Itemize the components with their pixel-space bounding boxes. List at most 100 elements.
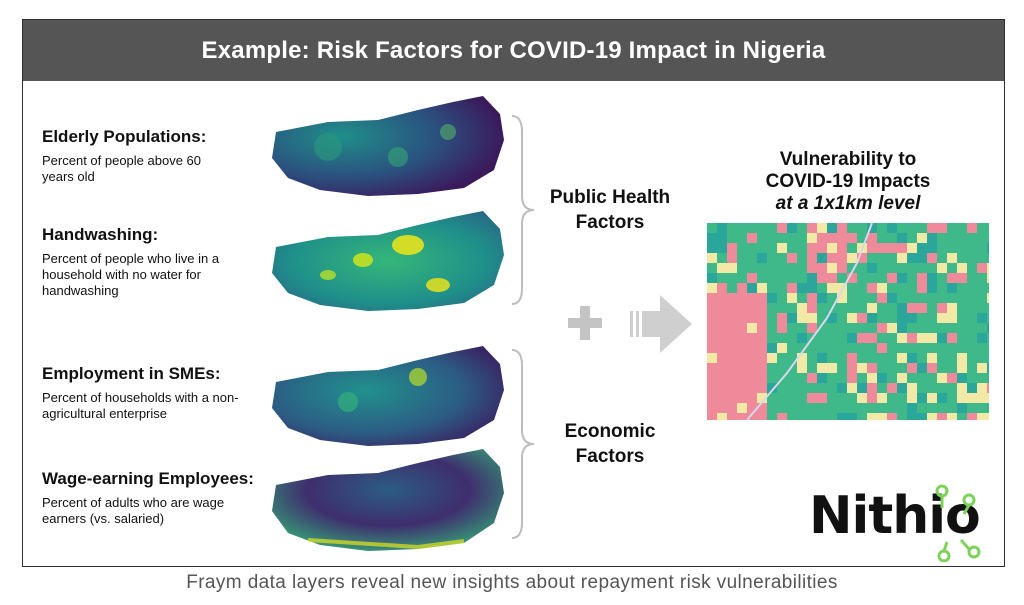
- grid-cell: [797, 263, 807, 273]
- grid-cell: [777, 333, 787, 343]
- grid-cell: [807, 233, 817, 243]
- grid-cell: [967, 293, 977, 303]
- grid-cell: [707, 393, 717, 403]
- grid-cell: [707, 293, 717, 303]
- grid-cell: [947, 263, 957, 273]
- grid-cell: [817, 273, 827, 283]
- grid-cell: [757, 353, 767, 363]
- grid-cell: [967, 223, 977, 233]
- grid-cell: [857, 293, 867, 303]
- grid-cell: [767, 333, 777, 343]
- grid-cell: [927, 313, 937, 323]
- grid-cell: [757, 323, 767, 333]
- grid-cell: [757, 373, 767, 383]
- grid-cell: [737, 413, 747, 420]
- grid-cell: [847, 343, 857, 353]
- grid-cell: [917, 353, 927, 363]
- grid-cell: [777, 303, 787, 313]
- grid-cell: [947, 233, 957, 243]
- grid-cell: [717, 363, 727, 373]
- grid-cell: [957, 253, 967, 263]
- grid-cell: [917, 343, 927, 353]
- grid-cell: [717, 343, 727, 353]
- grid-cell: [907, 273, 917, 283]
- grid-cell: [797, 333, 807, 343]
- grid-cell: [707, 263, 717, 273]
- grid-cell: [947, 343, 957, 353]
- grid-cell: [827, 323, 837, 333]
- grid-cell: [757, 273, 767, 283]
- grid-cell: [897, 383, 907, 393]
- grid-cell: [867, 223, 877, 233]
- grid-cell: [757, 303, 767, 313]
- grid-cell: [917, 403, 927, 413]
- grid-cell: [717, 333, 727, 343]
- grid-cell: [867, 343, 877, 353]
- grid-cell: [907, 313, 917, 323]
- grid-cell: [987, 293, 989, 303]
- grid-cell: [857, 413, 867, 420]
- grid-cell: [937, 363, 947, 373]
- grid-cell: [987, 263, 989, 273]
- grid-cell: [727, 223, 737, 233]
- grid-cell: [847, 413, 857, 420]
- grid-cell: [907, 373, 917, 383]
- grid-cell: [817, 233, 827, 243]
- vulnerability-grid-map: [707, 223, 989, 420]
- grid-cell: [827, 233, 837, 243]
- grid-cell: [777, 223, 787, 233]
- grid-cell: [957, 233, 967, 243]
- grid-cell: [967, 273, 977, 283]
- grid-cell: [707, 373, 717, 383]
- grid-cell: [907, 333, 917, 343]
- grid-cell: [927, 303, 937, 313]
- grid-cell: [877, 373, 887, 383]
- grid-cell: [987, 373, 989, 383]
- grid-cell: [897, 303, 907, 313]
- grid-cell: [807, 293, 817, 303]
- grid-cell: [947, 293, 957, 303]
- grid-cell: [867, 413, 877, 420]
- grid-cell: [897, 333, 907, 343]
- grid-cell: [887, 233, 897, 243]
- grid-cell: [817, 223, 827, 233]
- grid-cell: [817, 343, 827, 353]
- grid-cell: [957, 353, 967, 363]
- grid-cell: [767, 293, 777, 303]
- grid-cell: [897, 323, 907, 333]
- grid-cell: [747, 353, 757, 363]
- grid-cell: [787, 313, 797, 323]
- grid-cell: [717, 273, 727, 283]
- grid-cell: [927, 323, 937, 333]
- vuln-line: COVID-19 Impacts: [765, 171, 931, 192]
- grid-cell: [737, 403, 747, 413]
- grid-cell: [767, 313, 777, 323]
- grid-cell: [967, 233, 977, 243]
- grid-cell: [837, 273, 847, 283]
- grid-cell: [797, 323, 807, 333]
- grid-cell: [887, 373, 897, 383]
- grid-cell: [937, 253, 947, 263]
- grid-cell: [747, 403, 757, 413]
- grid-cell: [707, 233, 717, 243]
- vulnerability-title: Vulnerability to COVID-19 Impacts at a 1…: [713, 149, 983, 215]
- grid-cell: [757, 363, 767, 373]
- grid-cell: [927, 223, 937, 233]
- grid-cell: [877, 323, 887, 333]
- grid-cell: [887, 253, 897, 263]
- grid-cell: [967, 373, 977, 383]
- grid-cell: [847, 313, 857, 323]
- grid-cell: [957, 363, 967, 373]
- grid-cell: [917, 233, 927, 243]
- grid-cell: [797, 233, 807, 243]
- group-line: Factors: [575, 446, 645, 467]
- grid-cell: [757, 253, 767, 263]
- vuln-subtitle: at a 1x1km level: [775, 193, 921, 214]
- grid-cell: [747, 333, 757, 343]
- grid-cell: [947, 403, 957, 413]
- grid-cell: [827, 343, 837, 353]
- factor-desc: Percent of people who live in a househol…: [42, 251, 220, 298]
- grid-cell: [797, 363, 807, 373]
- factor-title: Employment in SMEs:: [42, 364, 221, 383]
- grid-cell: [767, 303, 777, 313]
